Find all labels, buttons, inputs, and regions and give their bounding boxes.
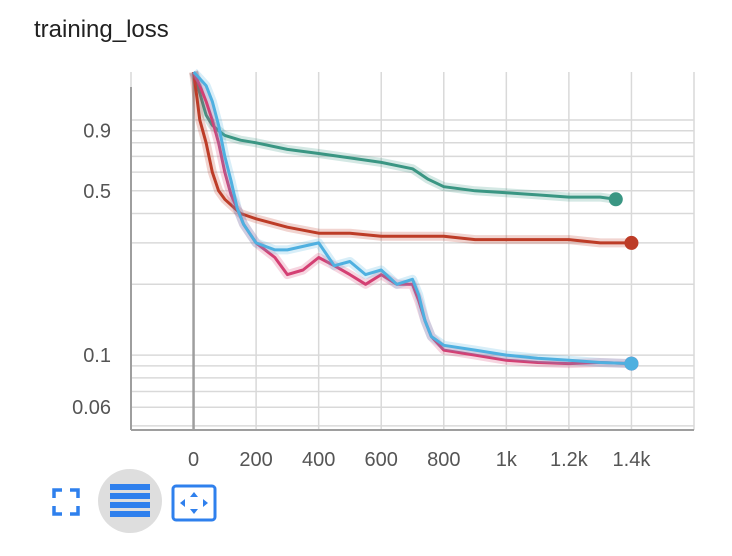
chart-title: training_loss (34, 16, 169, 43)
x-tick-label: 800 (427, 449, 460, 471)
x-tick-label: 600 (365, 449, 398, 471)
y-tick-label: 0.06 (72, 397, 111, 419)
x-tick-labels: 0 200 400 600 800 1k 1.2k 1.4k (188, 449, 651, 471)
series-raw-band (189, 71, 632, 248)
fit-domain-icon (171, 484, 217, 522)
y-tick-label: 0.1 (83, 345, 111, 367)
series-raw-band (189, 70, 617, 204)
x-tick-label: 200 (239, 449, 272, 471)
y-tick-label: 0.5 (83, 181, 111, 203)
series-group (189, 68, 639, 371)
fullscreen-button[interactable] (50, 486, 82, 518)
series-line (192, 70, 632, 366)
series-end-marker (624, 356, 639, 371)
y-tick-label: 0.9 (83, 121, 111, 143)
axes (130, 72, 694, 431)
x-tick-label: 0 (188, 449, 199, 471)
y-tick-labels: 0.06 0.1 0.5 0.9 (72, 121, 111, 419)
x-tick-label: 1k (496, 449, 518, 471)
series-end-marker (624, 235, 639, 250)
series-line (192, 71, 632, 366)
x-tick-label: 1.4k (613, 449, 652, 471)
series-line (192, 71, 632, 245)
fullscreen-icon (52, 488, 80, 516)
log-scale-lines-icon (110, 484, 150, 517)
series-end-marker (608, 192, 623, 207)
toggle-log-scale-button[interactable] (98, 469, 162, 533)
grid (130, 72, 695, 430)
x-tick-label: 1.2k (550, 449, 589, 471)
fit-domain-button[interactable] (170, 484, 218, 522)
series-line (192, 71, 617, 201)
x-tick-label: 400 (302, 449, 335, 471)
